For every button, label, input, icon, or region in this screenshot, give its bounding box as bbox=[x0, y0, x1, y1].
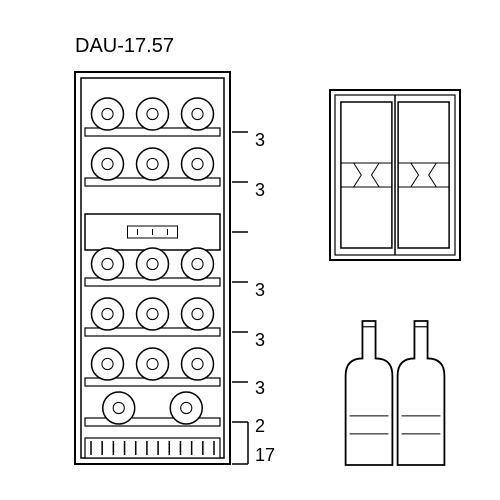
diagram-canvas: DAU-17.57 33333217 bbox=[0, 0, 500, 500]
bottle-pair bbox=[328, 313, 462, 467]
capacity-label: 3 bbox=[255, 130, 265, 151]
capacity-label: 3 bbox=[255, 180, 265, 201]
capacity-label: 17 bbox=[255, 445, 275, 466]
capacity-label: 2 bbox=[255, 416, 265, 437]
capacity-label: 3 bbox=[255, 330, 265, 351]
shelf-top-view bbox=[328, 88, 462, 262]
capacity-label: 3 bbox=[255, 378, 265, 399]
capacity-label: 3 bbox=[255, 280, 265, 301]
